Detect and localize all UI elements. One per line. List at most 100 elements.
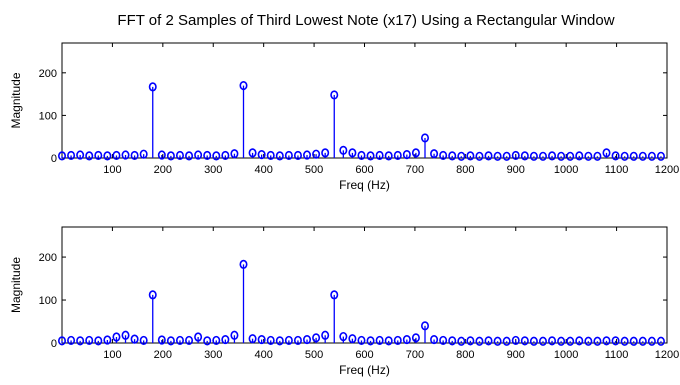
stem-marker xyxy=(638,151,647,161)
stem-marker xyxy=(339,331,348,342)
stem-marker xyxy=(430,149,439,159)
axes-box xyxy=(61,42,668,159)
stem-marker xyxy=(475,336,484,346)
y-tick-label: 200 xyxy=(39,252,57,264)
x-tick-label: 1200 xyxy=(655,349,679,361)
stem-marker xyxy=(520,151,529,161)
stem-marker xyxy=(484,151,493,161)
stem-marker xyxy=(466,151,475,161)
stem-marker xyxy=(557,336,566,346)
x-tick-label: 200 xyxy=(154,164,172,176)
stem-marker xyxy=(411,333,420,343)
stem-marker xyxy=(76,336,85,346)
stem-marker xyxy=(312,149,321,159)
x-tick-label: 400 xyxy=(254,349,272,361)
stem-marker xyxy=(284,150,293,161)
axes-box xyxy=(61,226,668,344)
stem-marker xyxy=(584,336,593,346)
stem-marker xyxy=(357,150,366,161)
stem-marker xyxy=(166,151,175,161)
stem-marker xyxy=(330,90,339,100)
stem-marker xyxy=(221,150,230,161)
x-tick-label: 800 xyxy=(456,349,474,361)
stem-marker xyxy=(321,148,330,158)
stem-marker xyxy=(493,336,502,346)
stem-marker xyxy=(402,149,411,160)
stem-marker xyxy=(384,336,393,346)
stem-marker xyxy=(475,151,484,161)
x-tick-label: 700 xyxy=(406,164,424,176)
stem-marker xyxy=(85,335,94,346)
stem-marker xyxy=(67,335,76,346)
stem-marker xyxy=(520,336,529,346)
x-tick-label: 300 xyxy=(204,164,222,176)
stem-marker xyxy=(194,332,203,342)
stem-marker xyxy=(330,290,339,300)
stem-marker xyxy=(157,150,166,160)
stem-marker xyxy=(430,334,439,345)
x-tick-label: 800 xyxy=(456,164,474,176)
stem-marker xyxy=(194,150,203,160)
stem-marker xyxy=(647,151,656,161)
stem-marker xyxy=(620,151,629,161)
stem-marker xyxy=(339,145,348,155)
stem-marker xyxy=(112,332,121,342)
x-tick-label: 400 xyxy=(254,164,272,176)
y-tick-label: 100 xyxy=(39,295,57,307)
stem-marker xyxy=(130,334,139,344)
stem-marker xyxy=(148,290,157,300)
stem-marker xyxy=(484,336,493,346)
stem-marker xyxy=(602,336,611,346)
stem-marker xyxy=(384,151,393,161)
chart-title: FFT of 2 Samples of Third Lowest Note (x… xyxy=(117,12,614,29)
stem-marker xyxy=(239,259,248,269)
stem-marker xyxy=(348,334,357,344)
stem-marker xyxy=(566,151,575,161)
x-axis-label: Freq (Hz) xyxy=(339,363,390,377)
stem-marker xyxy=(130,150,139,161)
stem-marker xyxy=(548,336,557,346)
stem-marker xyxy=(457,336,466,346)
stem-marker xyxy=(538,336,547,346)
stem-marker xyxy=(175,150,184,161)
x-tick-label: 700 xyxy=(406,349,424,361)
stem-marker xyxy=(511,150,520,161)
stem-marker xyxy=(602,148,611,158)
stem-marker xyxy=(638,336,647,346)
stem-marker xyxy=(293,150,302,161)
stem-marker xyxy=(538,151,547,161)
stem-marker xyxy=(584,151,593,161)
stem-marker xyxy=(203,150,212,161)
stem-marker xyxy=(548,151,557,161)
stem-marker xyxy=(275,336,284,346)
x-tick-label: 1100 xyxy=(605,349,629,361)
stem-marker xyxy=(239,80,248,91)
stem-marker xyxy=(502,336,511,346)
stem-marker xyxy=(393,335,402,346)
y-axis-label: Magnitude xyxy=(9,72,23,128)
stem-marker xyxy=(94,336,103,346)
stem-marker xyxy=(366,151,375,161)
stem-marker xyxy=(656,336,665,346)
stem-marker xyxy=(393,150,402,161)
stem-marker xyxy=(611,151,620,161)
stem-marker xyxy=(94,150,103,161)
stem-marker xyxy=(575,336,584,346)
stem-marker xyxy=(439,335,448,346)
x-tick-label: 1000 xyxy=(554,164,578,176)
stem-marker xyxy=(284,335,293,346)
stem-marker xyxy=(348,148,357,158)
stem-marker xyxy=(357,335,366,346)
stem-marker xyxy=(185,151,194,161)
stem-marker xyxy=(656,151,665,161)
x-tick-label: 900 xyxy=(507,349,525,361)
stem-marker xyxy=(375,335,384,346)
x-tick-label: 100 xyxy=(103,349,121,361)
stem-marker xyxy=(139,335,148,346)
stem-marker xyxy=(448,151,457,161)
y-tick-label: 0 xyxy=(51,338,57,350)
stem-marker xyxy=(148,82,157,92)
y-tick-label: 200 xyxy=(39,68,57,80)
stem-marker xyxy=(620,336,629,346)
